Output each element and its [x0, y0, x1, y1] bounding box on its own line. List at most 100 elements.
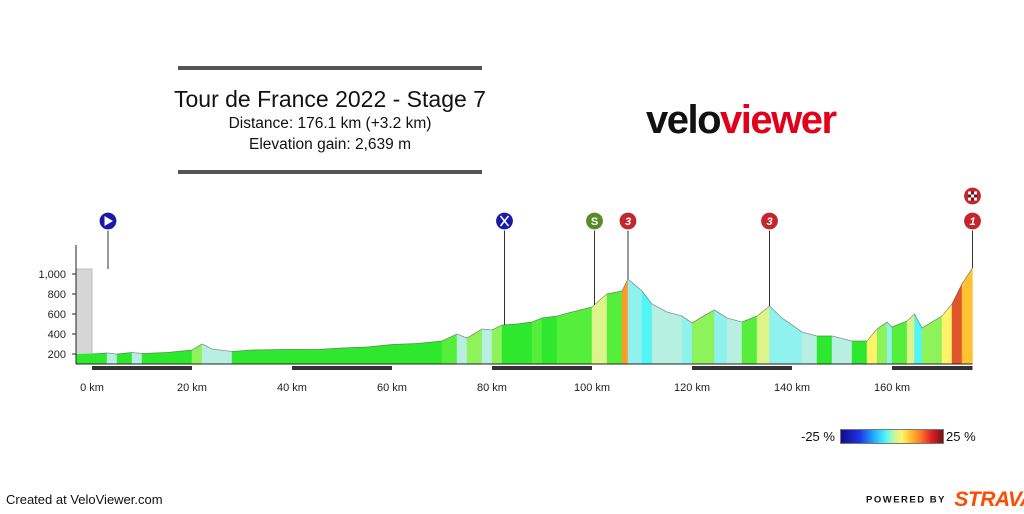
- x-tick-label: 100 km: [574, 382, 610, 394]
- powered-by-label: POWERED BY: [866, 494, 946, 506]
- x-tick-label: 40 km: [277, 382, 307, 394]
- x-scale-dash: [692, 366, 792, 370]
- checker-square: [971, 197, 974, 201]
- powered-by-strava: POWERED BY STRAVA: [866, 488, 1024, 512]
- finish-flag-icon: [962, 186, 983, 206]
- y-tick-label: 1,000: [38, 269, 66, 281]
- y-tick-label: 800: [48, 289, 66, 301]
- elevation-segment: [91, 352, 108, 365]
- elevation-segment: [741, 315, 758, 365]
- strava-logo: STRAVA: [954, 488, 1024, 511]
- title-block: Tour de France 2022 - Stage 7 Distance: …: [150, 66, 510, 174]
- marker-circle: [759, 211, 780, 231]
- elevation-segment: [666, 311, 683, 365]
- elevation-segment: [516, 321, 533, 365]
- elevation-segment: [231, 349, 253, 365]
- elevation-segment: [441, 333, 458, 365]
- x-scale-dash: [292, 366, 392, 370]
- elevation-segment: [106, 352, 118, 365]
- elevation-area: [91, 267, 973, 365]
- elevation-segment: [501, 323, 518, 365]
- elevation-segment: [491, 324, 503, 365]
- x-tick-label: 120 km: [674, 382, 710, 394]
- elevation-segment: [591, 297, 603, 365]
- elevation-segment: [116, 352, 133, 365]
- elevation-segment: [651, 303, 668, 365]
- gradient-legend-max: 25 %: [946, 429, 976, 444]
- elevation-segment: [931, 315, 943, 365]
- elevation-segment: [571, 306, 593, 365]
- checker-square: [968, 197, 971, 201]
- x-tick-label: 60 km: [377, 382, 407, 394]
- category-3-icon: 3: [759, 211, 780, 231]
- elevation-segment: [541, 315, 558, 365]
- marker-circle: [962, 211, 983, 231]
- elevation-segment: [601, 293, 608, 365]
- created-at-text: Created at VeloViewer.com: [6, 492, 163, 507]
- x-tick-label: 20 km: [177, 382, 207, 394]
- x-tick-label: 160 km: [874, 382, 910, 394]
- knife-glyph: [499, 215, 510, 227]
- y-tick-label: 200: [48, 349, 66, 361]
- category-3-icon: 3: [618, 211, 638, 231]
- gradient-legend-bar: [840, 429, 944, 444]
- elevation-segment: [851, 340, 868, 365]
- marker-label: 1: [969, 216, 975, 228]
- elevation-segment: [531, 317, 543, 365]
- title-rule-top: [178, 66, 482, 70]
- elevation-segment: [556, 311, 573, 365]
- x-scale-dash: [92, 366, 192, 370]
- elevation-segment: [251, 349, 283, 365]
- marker-label: 3: [766, 216, 772, 228]
- elevation-segment: [801, 331, 818, 365]
- x-tick-label: 0 km: [80, 382, 104, 394]
- checker-square: [974, 191, 977, 195]
- marker-label: S: [591, 216, 598, 228]
- elevation-segment: [891, 320, 908, 365]
- gradient-legend-min: -25 %: [801, 429, 835, 444]
- elevation-segment: [606, 290, 623, 365]
- checker-square: [968, 191, 971, 195]
- elevation-segment: [769, 305, 783, 365]
- elevation-segment: [951, 283, 963, 365]
- elevation-segment: [866, 328, 878, 365]
- elevation-segment: [961, 267, 973, 365]
- checker-square: [974, 197, 977, 201]
- elevation-segment: [466, 328, 483, 365]
- neutral-zone: [75, 268, 93, 365]
- elevation-segment: [201, 343, 213, 365]
- elevation-segment: [714, 309, 728, 365]
- elevation-segment: [886, 321, 893, 365]
- checker-square: [971, 194, 974, 198]
- checker-square: [971, 191, 974, 195]
- route-markers: S 3 3 1: [98, 186, 983, 325]
- logo-velo: velo: [646, 98, 722, 142]
- y-tick-label: 400: [48, 329, 66, 341]
- elevation-segment: [816, 335, 833, 365]
- y-tick-label: 600: [48, 309, 66, 321]
- elevation-segment: [681, 315, 693, 365]
- elevation-segment: [366, 344, 393, 365]
- title-rule-bottom: [178, 170, 482, 174]
- stage-title: Tour de France 2022 - Stage 7: [174, 86, 486, 112]
- elevation-segment: [941, 303, 953, 365]
- chart-axes: 200 400 600 800 1,000 0 km 20 km 40 km 60 km 80 k…: [38, 245, 973, 394]
- category-1-icon: 1: [962, 211, 983, 231]
- elevation-outline: [91, 267, 973, 355]
- elevation-segment: [621, 278, 629, 365]
- neutral-zone-area: [76, 353, 92, 364]
- elevation-segment: [341, 346, 368, 365]
- x-tick-label: 140 km: [774, 382, 810, 394]
- elevation-segment: [416, 340, 443, 365]
- play-icon: [98, 211, 118, 231]
- elevation-segment: [921, 321, 933, 365]
- elevation-gain-text: Elevation gain: 2,639 m: [249, 136, 411, 153]
- checker-square: [968, 194, 971, 198]
- x-scale-dash: [892, 366, 973, 370]
- neutral-zone-rect: [75, 268, 93, 365]
- elevation-segment: [391, 343, 418, 365]
- elevation-segment: [706, 309, 715, 365]
- elevation-segment: [726, 317, 743, 365]
- elevation-segment: [281, 349, 318, 365]
